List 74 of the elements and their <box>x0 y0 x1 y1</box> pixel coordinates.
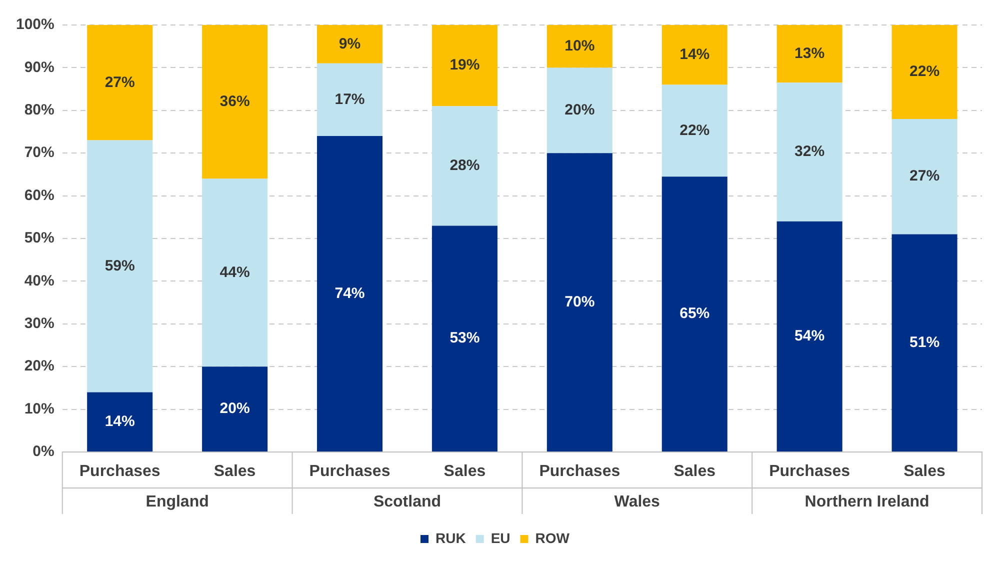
text: Scotland <box>373 493 442 510</box>
data-label: 36% <box>220 93 250 110</box>
y-tick-label: 0% <box>32 443 54 460</box>
legend-label: EU <box>490 530 510 546</box>
data-label: 70% <box>564 293 595 310</box>
data-label: 54% <box>794 328 825 345</box>
bar <box>546 68 612 154</box>
x-tick-label: Sales <box>214 463 256 480</box>
bar <box>662 25 728 85</box>
data-label: 22% <box>910 63 940 80</box>
bar <box>432 106 498 226</box>
bar <box>316 136 383 452</box>
text: England <box>146 493 209 510</box>
bar <box>662 176 728 452</box>
y-tick-label: 30% <box>24 315 54 332</box>
data-label: 14% <box>680 46 710 64</box>
bar <box>316 25 383 64</box>
bar <box>662 84 728 177</box>
bar <box>892 25 958 119</box>
bar <box>432 226 498 452</box>
data-label: 17% <box>334 90 365 108</box>
data-label: 32% <box>794 143 825 160</box>
bar <box>892 234 958 452</box>
y-tick-label: 60% <box>24 186 54 204</box>
data-label: 13% <box>794 44 825 62</box>
data-label: 20% <box>220 400 250 418</box>
x-tick-label: Purchases <box>769 463 850 480</box>
bar <box>87 140 153 392</box>
text: Wales <box>614 493 660 510</box>
bar <box>546 153 612 452</box>
y-tick-label: 80% <box>24 102 54 119</box>
data-label: 65% <box>680 305 710 322</box>
data-label: 19% <box>450 56 480 74</box>
x-tick-label: Sales <box>904 463 946 480</box>
y-tick-label: 50% <box>24 230 54 247</box>
x-tick-label: Sales <box>444 463 486 480</box>
data-label: 53% <box>450 330 480 347</box>
y-tick-label: 40% <box>24 272 54 290</box>
legend-label: ROW <box>535 530 570 546</box>
data-label: 14% <box>104 413 135 430</box>
y-tick-label: 100% <box>16 16 54 34</box>
data-label: 27% <box>910 168 940 185</box>
data-label: 59% <box>104 257 135 274</box>
text: Northern Ireland <box>804 493 930 510</box>
bar <box>87 392 153 452</box>
bar <box>776 25 842 83</box>
x-tick-label: Purchases <box>539 463 620 480</box>
data-label: 9% <box>338 35 361 52</box>
bar <box>776 82 842 222</box>
data-label: 74% <box>334 284 365 302</box>
y-tick-label: 20% <box>24 358 54 375</box>
x-tick-label: Purchases <box>79 463 160 480</box>
bar <box>202 366 268 452</box>
bar <box>316 63 383 136</box>
x-tick-label: Sales <box>674 463 716 480</box>
bar <box>432 25 498 106</box>
legend-label: RUK <box>436 530 466 546</box>
bar <box>546 25 612 68</box>
bar <box>87 25 153 140</box>
y-tick-label: 90% <box>24 58 54 76</box>
bar <box>892 118 958 234</box>
x-tick-label: Purchases <box>309 463 390 480</box>
data-label: 27% <box>104 74 135 91</box>
data-label: 10% <box>564 37 595 54</box>
bar <box>776 221 842 452</box>
data-label: 51% <box>910 334 940 352</box>
bar <box>202 178 268 367</box>
y-tick-label: 10% <box>24 400 54 418</box>
data-label: 20% <box>564 102 595 119</box>
data-label: 28% <box>450 157 480 174</box>
data-label: 22% <box>680 122 710 139</box>
data-label: 44% <box>220 264 250 281</box>
bar <box>202 25 268 179</box>
y-tick-label: 70% <box>24 144 54 162</box>
